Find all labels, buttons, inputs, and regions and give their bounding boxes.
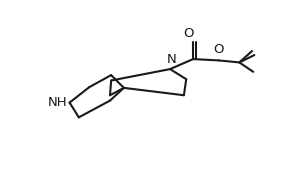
- Text: NH: NH: [48, 96, 68, 109]
- Text: N: N: [166, 53, 176, 66]
- Text: O: O: [213, 43, 224, 56]
- Text: O: O: [184, 27, 194, 40]
